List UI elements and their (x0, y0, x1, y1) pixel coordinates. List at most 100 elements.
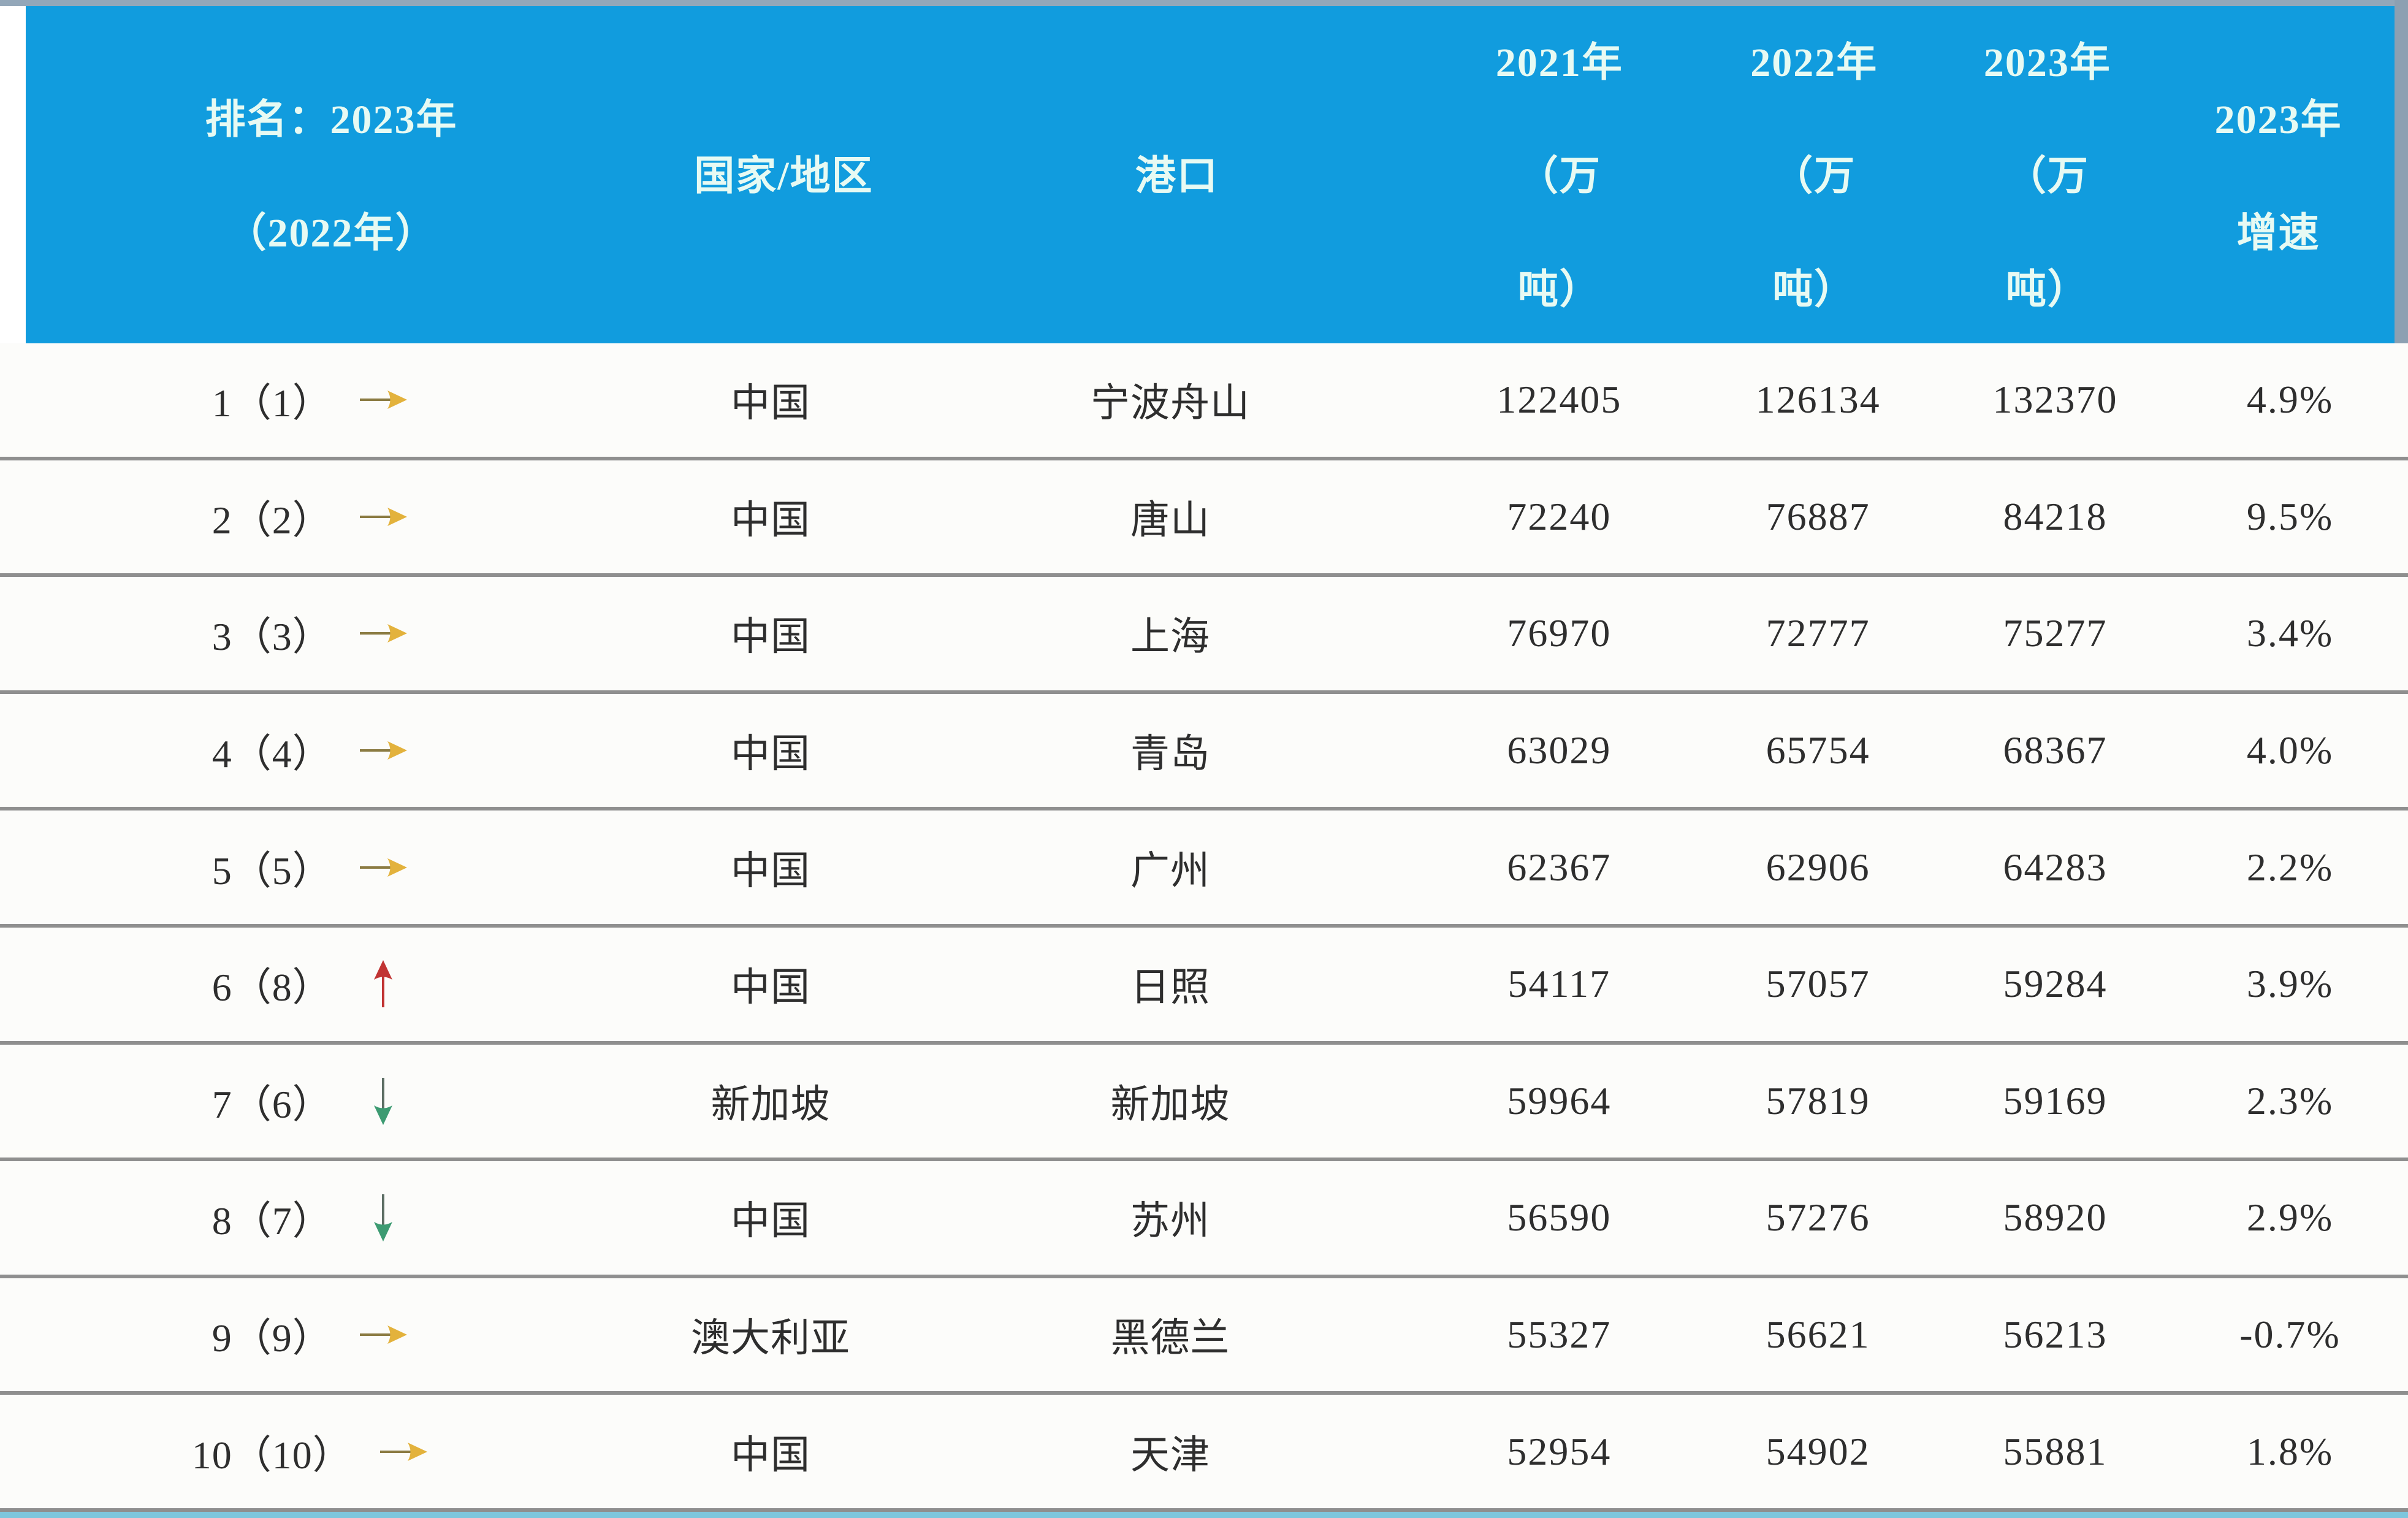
rank-trend-icon (357, 1075, 410, 1127)
port-cell: 黑德兰 (1110, 1316, 1230, 1360)
table-header: 排名：2023年 （2022年） 国家/地区 港口 2021年 （万 吨） 20… (26, 6, 2395, 343)
port-cell: 广州 (1130, 849, 1210, 893)
value-2021-cell: 59964 (1507, 1078, 1612, 1123)
table-row: 7（6） 新加坡 新加坡 59964 57819 59169 2.3% (0, 1045, 2408, 1162)
rank-value: 5（5） (211, 849, 332, 893)
table-row: 5（5） 中国 广州 62367 62906 64283 2.2% (0, 810, 2408, 928)
rank-trend-icon (357, 1191, 410, 1244)
header-col-2021: 2021年 （万 吨） (1423, 6, 1696, 346)
port-cell: 宁波舟山 (1090, 381, 1250, 425)
growth-cell: 3.9% (2246, 962, 2334, 1006)
header-line: 排名：2023年 (205, 97, 458, 142)
country-cell: 中国 (730, 498, 810, 542)
header-col-2022: 2022年 （万 吨） (1696, 6, 1932, 346)
rank-trend-icon (357, 958, 410, 1010)
header-line: 吨） (1517, 267, 1601, 312)
header-line: （万 (1772, 154, 1856, 199)
value-2023-cell: 56213 (2003, 1313, 2108, 1357)
right-border-strip (2395, 0, 2408, 343)
value-2021-cell: 62367 (1507, 845, 1612, 889)
value-2023-cell: 68367 (2003, 728, 2108, 772)
rank-value: 10（10） (191, 1433, 352, 1477)
header-line: 2023年 (2214, 97, 2342, 142)
growth-cell: 2.3% (2246, 1078, 2334, 1123)
country-cell: 中国 (730, 381, 810, 425)
value-2023-cell: 59169 (2003, 1078, 2108, 1123)
value-2023-cell: 59284 (2003, 962, 2108, 1006)
value-2021-cell: 76970 (1507, 611, 1612, 655)
rank-trend-icon (357, 373, 410, 426)
value-2023-cell: 64283 (2003, 845, 2108, 889)
value-2021-cell: 55327 (1507, 1313, 1612, 1357)
header-line: 2023年 (1983, 40, 2111, 85)
country-cell: 中国 (730, 849, 810, 893)
country-cell: 中国 (730, 1199, 810, 1243)
header-line: 增速 (2236, 210, 2320, 256)
header-line: 国家/地区 (694, 154, 874, 199)
growth-cell: 1.8% (2246, 1429, 2334, 1473)
rank-value: 6（8） (211, 966, 332, 1010)
header-col-country: 国家/地区 (637, 6, 931, 346)
growth-cell: -0.7% (2239, 1313, 2341, 1357)
rank-cell: 1（1） (0, 372, 621, 428)
port-cell: 唐山 (1130, 498, 1210, 542)
rank-value: 8（7） (211, 1199, 332, 1243)
port-cell: 天津 (1130, 1433, 1210, 1477)
country-cell: 中国 (730, 732, 810, 776)
header-line: （万 (1517, 154, 1601, 199)
table-row: 9（9） 澳大利亚 黑德兰 55327 56621 56213 -0.7% (0, 1278, 2408, 1395)
rank-cell: 9（9） (0, 1306, 621, 1363)
table-row: 1（1） 中国 宁波舟山 122405 126134 132370 4.9% (0, 343, 2408, 460)
value-2021-cell: 56590 (1507, 1196, 1612, 1240)
value-2023-cell: 84218 (2003, 494, 2108, 538)
port-cell: 苏州 (1130, 1199, 1210, 1243)
value-2022-cell: 57276 (1766, 1196, 1870, 1240)
rank-trend-icon (357, 841, 410, 894)
header-line: 2022年 (1750, 40, 1878, 85)
value-2022-cell: 72777 (1766, 611, 1870, 655)
header-line: 吨） (2005, 267, 2089, 312)
value-2022-cell: 57057 (1766, 962, 1870, 1006)
rank-value: 3（3） (211, 615, 332, 659)
table-row: 8（7） 中国 苏州 56590 57276 58920 2.9% (0, 1161, 2408, 1278)
country-cell: 新加坡 (711, 1082, 831, 1126)
country-cell: 中国 (730, 966, 810, 1010)
value-2021-cell: 54117 (1507, 962, 1611, 1006)
table-body: 1（1） 中国 宁波舟山 122405 126134 132370 4.9% 2… (0, 343, 2408, 1512)
table-row: 10（10） 中国 天津 52954 54902 55881 1.8% (0, 1395, 2408, 1512)
rank-cell: 4（4） (0, 722, 621, 779)
rank-value: 2（2） (211, 498, 332, 542)
rank-cell: 6（8） (0, 956, 621, 1012)
rank-cell: 5（5） (0, 839, 621, 896)
value-2021-cell: 52954 (1507, 1429, 1612, 1473)
rank-value: 4（4） (211, 732, 332, 776)
value-2023-cell: 58920 (2003, 1196, 2108, 1240)
value-2023-cell: 132370 (1992, 378, 2118, 422)
rank-trend-icon (357, 607, 410, 660)
country-cell: 澳大利亚 (690, 1316, 850, 1360)
rank-value: 7（6） (211, 1082, 332, 1126)
growth-cell: 4.9% (2246, 378, 2334, 422)
value-2022-cell: 126134 (1755, 378, 1881, 422)
header-col-growth: 2023年 增速 (2162, 6, 2395, 346)
growth-cell: 9.5% (2246, 494, 2334, 538)
port-cell: 新加坡 (1110, 1082, 1230, 1126)
value-2023-cell: 55881 (2003, 1429, 2108, 1473)
value-2021-cell: 122405 (1496, 378, 1622, 422)
growth-cell: 4.0% (2246, 728, 2334, 772)
value-2022-cell: 65754 (1766, 728, 1870, 772)
growth-cell: 3.4% (2246, 611, 2334, 655)
table-row: 6（8） 中国 日照 54117 57057 59284 3.9% (0, 928, 2408, 1045)
header-line: （万 (2005, 154, 2089, 199)
table-row: 3（3） 中国 上海 76970 72777 75277 3.4% (0, 577, 2408, 694)
header-line: 吨） (1772, 267, 1856, 312)
value-2022-cell: 57819 (1766, 1078, 1870, 1123)
rank-cell: 2（2） (0, 489, 621, 545)
rank-trend-icon (357, 724, 410, 777)
rank-value: 1（1） (211, 381, 332, 425)
value-2022-cell: 76887 (1766, 494, 1870, 538)
rank-trend-icon (357, 490, 410, 543)
rank-cell: 10（10） (0, 1424, 621, 1480)
country-cell: 中国 (730, 1433, 810, 1477)
table-row: 4（4） 中国 青岛 63029 65754 68367 4.0% (0, 694, 2408, 811)
